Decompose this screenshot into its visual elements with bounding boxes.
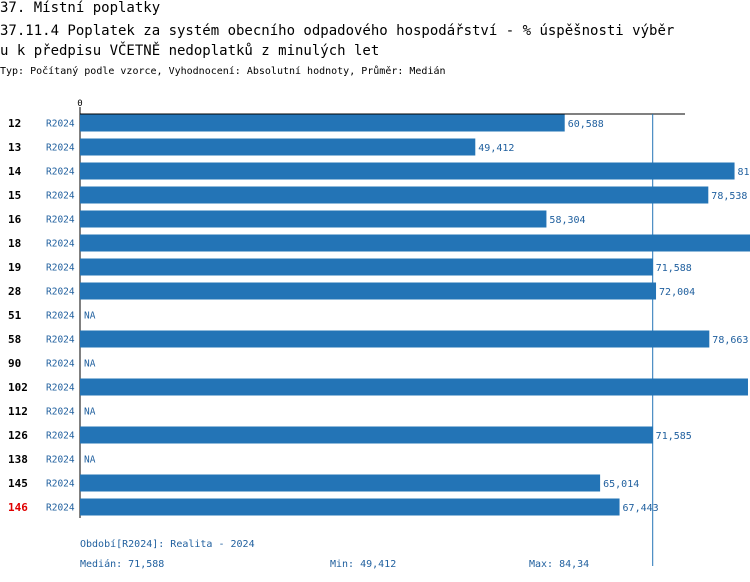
data-label: 71,588 <box>656 263 692 274</box>
footer-max: Max: 84,34 <box>529 559 590 570</box>
series-label: R2024 <box>46 431 75 442</box>
data-label: 72,004 <box>659 287 695 298</box>
series-label: R2024 <box>46 407 75 418</box>
chart-type-line: Typ: Počítaný podle vzorce, Vyhodnocení:… <box>0 66 446 77</box>
footer-period: Období[R2024]: Realita - 2024 <box>80 539 255 550</box>
series-label: R2024 <box>46 287 75 298</box>
series-label: R2024 <box>46 503 75 514</box>
bar <box>80 258 653 276</box>
category-label: 14 <box>8 165 22 178</box>
data-label: 78,663 <box>712 335 748 346</box>
bar <box>80 330 710 348</box>
chart-subtitle-line1: 37.11.4 Poplatek za systém obecního odpa… <box>0 23 675 39</box>
data-label: 71,585 <box>656 431 692 442</box>
data-label: 65,014 <box>603 479 639 490</box>
bar <box>80 186 709 204</box>
footer-median: Medián: 71,588 <box>80 559 165 570</box>
series-label: R2024 <box>46 263 75 274</box>
category-label: 126 <box>8 429 28 442</box>
category-label: 19 <box>8 261 21 274</box>
category-label: 28 <box>8 285 21 298</box>
bar <box>80 282 657 300</box>
category-label: 15 <box>8 189 21 202</box>
data-label: 58,304 <box>549 215 585 226</box>
category-label: 146 <box>8 501 28 514</box>
chart-title: 37. Místní poplatky <box>0 0 161 16</box>
bar <box>80 498 620 516</box>
data-label: 81,818 <box>738 167 750 178</box>
category-label: 90 <box>8 357 21 370</box>
series-label: R2024 <box>46 167 75 178</box>
bar <box>80 210 547 228</box>
chart-subtitle-line2: u k předpisu VČETNĚ nedoplatků z minulýc… <box>0 43 380 59</box>
data-label: NA <box>84 311 96 322</box>
series-label: R2024 <box>46 215 75 226</box>
bar <box>80 474 601 492</box>
category-label: 16 <box>8 213 22 226</box>
category-label: 12 <box>8 117 21 130</box>
data-label: 49,412 <box>478 143 514 154</box>
category-label: 13 <box>8 141 21 154</box>
category-label: 138 <box>8 453 28 466</box>
series-label: R2024 <box>46 311 75 322</box>
data-label: 60,588 <box>568 119 604 130</box>
data-label: NA <box>84 359 96 370</box>
series-label: R2024 <box>46 119 75 130</box>
x-axis-zero-label: 0 <box>77 99 82 109</box>
data-label: 67,443 <box>623 503 659 514</box>
footer-min: Min: 49,412 <box>330 559 397 570</box>
data-label: NA <box>84 407 96 418</box>
series-label: R2024 <box>46 191 75 202</box>
category-label: 145 <box>8 477 28 490</box>
series-label: R2024 <box>46 359 75 370</box>
category-label: 112 <box>8 405 28 418</box>
category-label: 102 <box>8 381 28 394</box>
series-label: R2024 <box>46 383 75 394</box>
category-label: 58 <box>8 333 21 346</box>
series-label: R2024 <box>46 143 75 154</box>
series-label: R2024 <box>46 479 75 490</box>
category-label: 51 <box>8 309 22 322</box>
series-label: R2024 <box>46 239 75 250</box>
data-label: NA <box>84 455 96 466</box>
data-label: 78,538 <box>711 191 747 202</box>
bar <box>80 234 750 252</box>
series-label: R2024 <box>46 335 75 346</box>
bar <box>80 114 565 132</box>
bar <box>80 426 653 444</box>
bar <box>80 138 476 156</box>
series-label: R2024 <box>46 455 75 466</box>
bar <box>80 378 748 396</box>
category-label: 18 <box>8 237 21 250</box>
bar <box>80 162 735 180</box>
